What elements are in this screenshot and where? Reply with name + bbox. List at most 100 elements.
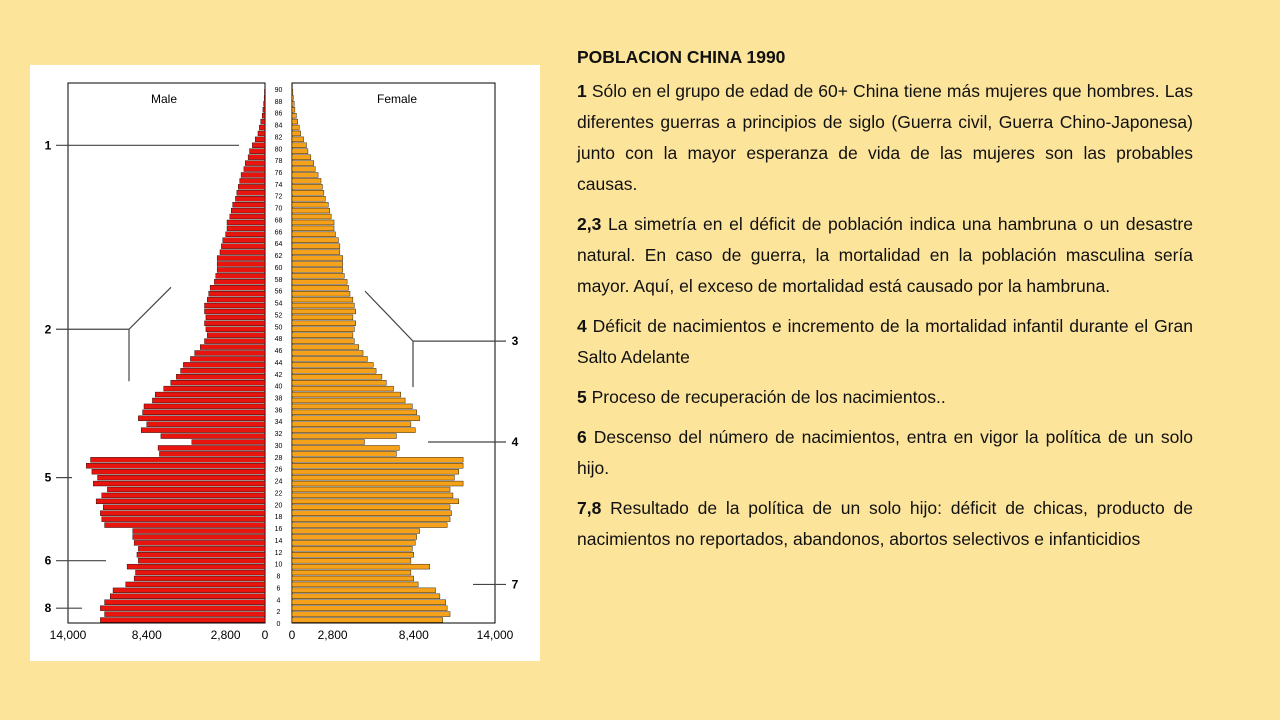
male-bar [261,112,266,119]
age-tick-label: 14 [275,538,283,545]
female-bar [291,522,448,528]
male-bar [100,617,266,623]
male-bar [159,451,266,457]
female-bar [291,166,316,172]
age-tick-label: 56 [275,289,283,296]
age-tick-label: 86 [275,111,283,118]
female-bar [291,196,326,202]
female-bar [291,563,430,570]
female-bar [291,285,349,291]
female-bar [291,457,464,463]
male-bar [219,249,266,255]
female-bar [291,451,397,457]
male-bar [157,445,266,451]
male-bar [204,308,266,315]
paragraph-1: 1 Sólo en el grupo de edad de 60+ China … [577,76,1193,200]
female-bar [291,89,294,95]
male-bar [132,528,266,534]
female-bar [291,160,314,166]
age-tick-label: 68 [275,217,283,224]
female-bar [291,279,348,285]
age-tick-label: 36 [275,407,283,414]
male-bar [152,397,266,404]
male-bar [163,385,266,392]
age-tick-label: 78 [275,158,283,165]
age-tick-label: 26 [275,467,283,474]
male-bar [101,516,266,522]
female-bar [291,385,394,392]
age-tick-label: 50 [275,324,283,331]
female-bar [291,415,420,421]
male-bar [226,219,266,226]
male-bar [204,320,266,326]
age-tick-label: 0 [277,621,281,628]
female-bar [291,581,419,588]
female-bar [291,219,335,226]
age-tick-label: 76 [275,170,283,177]
female-bar [291,421,412,427]
male-bar [183,362,266,368]
female-bar [291,463,464,469]
age-tick-label: 44 [275,360,283,367]
male-x-tick-label: 2,800 [211,628,241,642]
female-bar [291,516,451,522]
age-tick-label: 48 [275,336,283,343]
female-bar [291,362,374,368]
female-bar [291,492,454,499]
female-bar [291,237,339,243]
male-bar [142,409,266,416]
female-bar [291,231,336,237]
female-bar [291,130,301,137]
female-bar [291,469,459,475]
female-bar [291,611,451,617]
male-bar [190,356,266,362]
female-bar [291,190,325,196]
female-bar [291,510,452,516]
age-tick-label: 8 [277,574,281,581]
male-bar [143,403,266,410]
male-bar [112,587,266,594]
paragraph-4: 5 Proceso de recuperación de los nacimie… [577,382,1193,413]
male-bar [97,474,266,481]
population-pyramid-panel: 0 2 4 6 8 10 12 14 16 18 20 22 24 26 28 30 32 34 36 38 40 42 4… [30,65,540,661]
male-bar [110,593,266,599]
male-bar [205,326,266,332]
age-tick-label: 82 [275,134,283,141]
age-tick-label: 32 [275,431,283,438]
paragraph-6-number: 7,8 [577,498,602,518]
male-bar [133,540,266,546]
male-bar [221,243,266,249]
age-tick-label: 20 [275,502,283,509]
female-bar [291,498,459,505]
male-x-tick-label: 0 [262,628,269,642]
female-bar [291,255,343,261]
female-bar [291,178,322,184]
age-tick-label: 22 [275,490,283,497]
female-bar [291,124,300,131]
male-bar [243,166,266,172]
female-bar [291,427,416,433]
annotation-label-6: 6 [45,554,52,568]
male-bar [86,463,266,469]
female-bar [291,201,329,208]
female-bar [291,397,406,404]
male-bar [262,107,266,113]
female-bar [291,136,304,143]
female-bar [291,302,355,309]
paragraph-3-text: Déficit de nacimientos e incremento de l… [577,316,1193,367]
male-bar [146,421,266,427]
male-bar [102,504,266,510]
male-x-tick-label: 14,000 [50,628,87,642]
male-bar [216,267,266,273]
male-bar [91,469,266,475]
male-bar [140,427,266,433]
female-bar [291,504,451,510]
male-bar [170,380,266,386]
age-tick-label: 58 [275,277,283,284]
age-tick-label: 10 [275,562,283,569]
female-bar [291,213,332,220]
female-bar [291,374,383,380]
male-bar [95,498,266,505]
male-bar [100,510,266,516]
female-bar [291,391,401,398]
